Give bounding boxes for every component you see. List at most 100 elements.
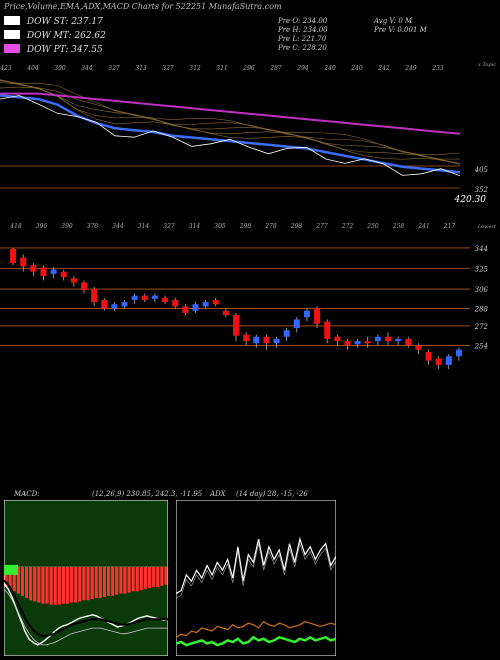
bottom-tick-label: 390: [61, 223, 73, 230]
legend-label: DOW PT: 347.55: [26, 45, 103, 55]
candle-body: [425, 351, 432, 361]
candle-body: [293, 319, 300, 329]
macd-hist-bar: [156, 566, 160, 587]
candle-body: [30, 265, 37, 272]
macd-hist-bar: [25, 566, 29, 599]
bottom-tick-label: 418: [9, 223, 22, 230]
macd-hist-bar: [78, 566, 82, 602]
top-tick-label: 296: [242, 65, 255, 72]
macd-hist-bar: [148, 566, 152, 589]
macd-signal-marker: [4, 564, 18, 575]
candle-body: [101, 299, 108, 309]
candle-body: [435, 358, 442, 365]
candle-body: [283, 330, 290, 337]
macd-hist-bar: [57, 566, 61, 605]
macd-signal-line: [4, 588, 168, 646]
legend-swatch: [4, 16, 20, 25]
candle-body: [334, 336, 341, 342]
ema-secondary-line: [0, 80, 461, 155]
candle-body: [10, 249, 17, 264]
price-ema-chart: 423 404 390 344 327 313 327 312 311 296 287 294 240 2…: [0, 62, 497, 370]
candle-body: [172, 299, 179, 307]
ema-right-label: 352: [475, 186, 489, 194]
candle-body: [364, 341, 371, 344]
top-tick-label: 313: [135, 65, 147, 72]
candle-body: [445, 356, 452, 365]
ema-secondary-line: [0, 79, 461, 164]
macd-hist-bar: [98, 566, 102, 599]
bottom-tick-label: 378: [87, 223, 99, 230]
macd-hist-bar: [139, 566, 143, 591]
macd-hist-bar: [160, 566, 164, 586]
candle-body: [455, 349, 462, 357]
bottom-tick-label: 250: [366, 223, 379, 230]
top-tick-label: 404: [26, 65, 39, 72]
candle-body: [50, 269, 57, 274]
legend-label: DOW ST: 237.17: [26, 17, 103, 27]
top-tick-label: 287: [269, 65, 282, 72]
top-tick-label: 294: [296, 65, 309, 72]
bottom-tick-label: 327: [163, 223, 175, 230]
candle-body: [131, 295, 138, 300]
macd-hist-bar: [143, 566, 147, 590]
candle-body: [415, 345, 422, 350]
legend-item-dow-st: DOW ST: 237.17: [4, 16, 103, 27]
candle-body: [151, 295, 158, 299]
top-tick-label: 312: [189, 65, 201, 72]
candle-body: [162, 297, 169, 303]
bottom-tick-label: 258: [392, 223, 405, 230]
macd-hist-bar: [49, 566, 53, 605]
candle-body: [405, 338, 412, 346]
adx-series-shadow: [176, 542, 336, 599]
top-tick-label: 390: [54, 65, 66, 72]
candle-body: [40, 267, 47, 277]
price-axis-label: 344: [475, 245, 488, 253]
price-trace-line: [0, 95, 461, 177]
candle-body: [243, 334, 250, 342]
macd-hist-bar: [111, 566, 115, 596]
adx-background: [176, 500, 336, 656]
candle-body: [395, 338, 402, 342]
candle-body: [70, 278, 77, 283]
candle-body: [263, 336, 270, 344]
top-tick-label: 344: [81, 65, 93, 72]
adx-series-line: [176, 635, 336, 647]
candle-body: [314, 308, 321, 324]
bottom-tick-label: 277: [315, 223, 328, 230]
macd-hist-bar: [4, 566, 8, 587]
macd-hist-bar: [94, 566, 98, 599]
adx-series-line: [176, 620, 336, 638]
adx-panel: [176, 500, 336, 656]
candle-body: [141, 295, 148, 300]
macd-hist-bar: [37, 566, 41, 603]
macd-params: (12,26,9) 230.85, 242.3, -11.95: [92, 490, 203, 498]
macd-hist-bar: [8, 566, 12, 590]
macd-hist-bar: [16, 566, 20, 594]
macd-hist-bar: [86, 566, 90, 601]
candle-body: [273, 338, 280, 344]
candle-body: [344, 341, 351, 346]
bottom-tick-label: 314: [189, 223, 201, 230]
price-axis-label: 272: [474, 323, 489, 331]
candle-body: [111, 304, 118, 309]
macd-hist-bar: [119, 566, 123, 594]
candle-body: [374, 336, 381, 342]
top-tick-label: 242: [377, 65, 390, 72]
top-tick-label: 327: [108, 65, 120, 72]
macd-hist-bar: [33, 566, 37, 602]
macd-hist-bar: [20, 566, 24, 596]
ema-right-label: 405: [474, 166, 489, 174]
ema-secondary-line: [0, 86, 461, 164]
macd-hist-bar: [61, 566, 65, 604]
candle-body: [385, 336, 391, 342]
candle-body: [20, 257, 27, 267]
stat-close: Pre C: 228.20: [278, 44, 327, 52]
bottom-tick-label: 272: [341, 223, 354, 230]
macd-hist-bar: [70, 566, 74, 603]
candle-body: [212, 299, 219, 305]
ema-last-value: 420.30: [454, 195, 487, 205]
macd-hist-bar: [164, 566, 168, 585]
macd-hist-bar: [41, 566, 45, 604]
macd-hist-bar: [115, 566, 119, 595]
macd-hist-bar: [123, 566, 127, 594]
